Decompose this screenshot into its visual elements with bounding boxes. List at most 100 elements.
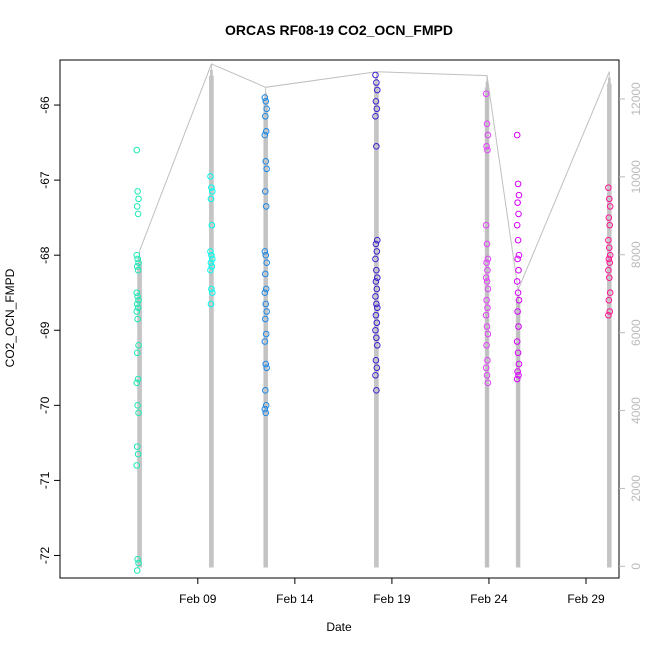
data-point (208, 251, 215, 259)
data-point (606, 259, 614, 266)
y-tick-label: -72 (38, 546, 52, 564)
data-point (483, 240, 491, 248)
data-point (484, 285, 492, 293)
data-point (373, 341, 381, 349)
data-point (482, 274, 490, 282)
data-point (515, 210, 522, 218)
data-point (373, 304, 381, 312)
data-point (372, 97, 380, 105)
data-point (514, 236, 522, 244)
data-point (261, 338, 269, 345)
y-tick-label: -68 (38, 246, 52, 264)
data-point (133, 349, 141, 357)
y-tick-label: -70 (38, 396, 52, 414)
data-point (373, 86, 381, 94)
right-tick-label: 12000 (629, 82, 643, 116)
data-point (606, 221, 614, 229)
data-point (483, 143, 490, 150)
data-point (373, 266, 380, 274)
right-tick-label: 0 (629, 563, 643, 570)
x-tick-label: Feb 19 (373, 592, 411, 606)
data-point (606, 203, 614, 210)
data-point (133, 567, 141, 574)
data-point (134, 402, 141, 409)
data-point (514, 180, 522, 188)
data-point (135, 409, 142, 417)
data-point (515, 360, 523, 368)
data-point (372, 372, 379, 379)
data-point (513, 278, 521, 285)
data-point (207, 195, 215, 203)
data-point (134, 304, 142, 312)
data-point (373, 143, 380, 150)
data-point (134, 266, 142, 274)
data-point (263, 105, 270, 113)
data-point (482, 364, 490, 372)
data-point (133, 462, 141, 469)
right-tick-label: 2000 (629, 475, 643, 502)
data-point (207, 266, 214, 274)
plot-border (59, 59, 620, 579)
data-point (133, 251, 141, 259)
data-point (514, 199, 521, 206)
data-point (372, 240, 380, 248)
data-point (135, 195, 142, 203)
data-point (515, 296, 523, 304)
x-tick-label: Feb 24 (470, 592, 508, 606)
data-point (373, 79, 380, 86)
data-point (514, 308, 521, 315)
data-point (484, 266, 491, 274)
data-point (133, 289, 141, 297)
data-point (484, 330, 492, 338)
data-point (261, 248, 269, 255)
x-tick-label: Feb 14 (276, 592, 314, 606)
data-point (514, 255, 521, 263)
data-point (133, 146, 141, 154)
data-point (261, 94, 269, 101)
data-point (515, 323, 522, 330)
x-tick-label: Feb 09 (179, 592, 217, 606)
data-point (262, 251, 270, 259)
data-point (207, 300, 215, 308)
data-point (208, 285, 215, 293)
data-point (483, 341, 490, 349)
data-point (133, 308, 141, 315)
data-point (133, 300, 141, 308)
data-point (261, 289, 269, 297)
x-tick-label: Feb 29 (567, 592, 605, 606)
data-point (133, 203, 141, 210)
data-point (605, 214, 613, 221)
data-point (605, 311, 612, 319)
data-point (484, 304, 491, 312)
data-point (606, 308, 614, 315)
data-point (261, 315, 269, 323)
data-point (515, 266, 522, 274)
data-point (373, 300, 380, 308)
right-tick-label: 6000 (629, 319, 643, 346)
data-point (208, 263, 216, 270)
data-point (372, 71, 379, 79)
axes-layer: -72 -71 -70 -69 -68 -67 -66 Feb 09 Feb 14 Feb 19 F… (38, 82, 643, 606)
altitude-layer (137, 63, 612, 568)
data-point (372, 278, 380, 285)
data-point (605, 266, 612, 274)
data-point (133, 443, 141, 450)
data-point (483, 259, 490, 266)
data-point (484, 255, 492, 263)
data-point (208, 221, 216, 229)
data-point (262, 285, 270, 293)
data-point (514, 349, 522, 357)
data-point (484, 379, 492, 387)
y-tick-label: -71 (38, 471, 52, 489)
data-point (372, 293, 379, 300)
data-point (605, 244, 613, 251)
data-point (134, 188, 141, 195)
data-point (514, 368, 521, 375)
data-point (373, 364, 381, 372)
data-point (482, 221, 490, 229)
data-point (261, 270, 269, 278)
data-point (262, 402, 270, 409)
data-point (373, 105, 381, 113)
data-point (134, 555, 141, 563)
data-point (372, 356, 380, 364)
